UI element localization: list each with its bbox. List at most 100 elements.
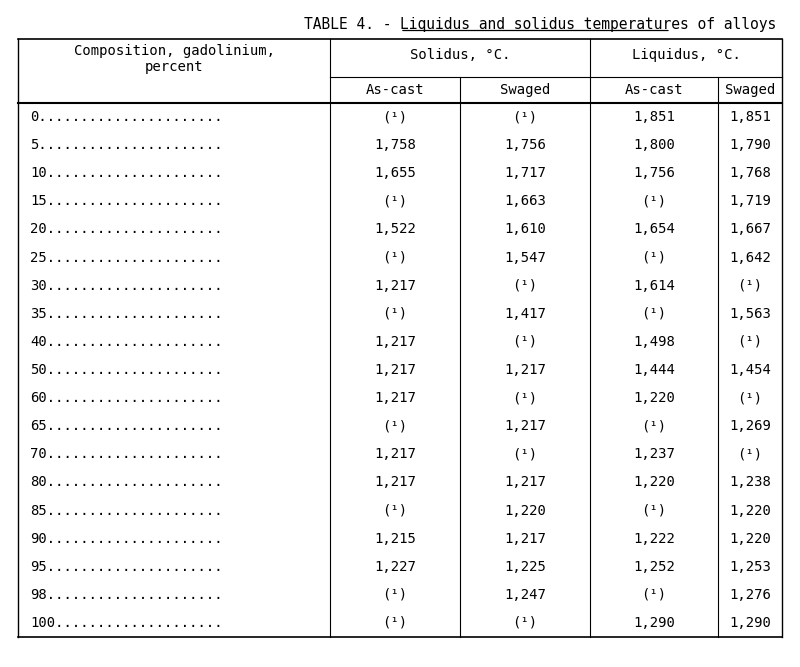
Text: 95.....................: 95..................... — [30, 560, 222, 574]
Text: 1,610: 1,610 — [504, 223, 546, 237]
Text: 1,238: 1,238 — [729, 476, 771, 490]
Text: 1,220: 1,220 — [729, 532, 771, 546]
Text: (¹): (¹) — [642, 420, 666, 433]
Text: (¹): (¹) — [642, 194, 666, 208]
Text: 20.....................: 20..................... — [30, 223, 222, 237]
Text: (¹): (¹) — [738, 335, 762, 349]
Text: 98.....................: 98..................... — [30, 588, 222, 602]
Text: 1,217: 1,217 — [504, 532, 546, 546]
Text: 35.....................: 35..................... — [30, 307, 222, 321]
Text: 60.....................: 60..................... — [30, 391, 222, 405]
Text: 1,654: 1,654 — [633, 223, 675, 237]
Text: 1,667: 1,667 — [729, 223, 771, 237]
Text: 1,851: 1,851 — [633, 110, 675, 124]
Text: 1,276: 1,276 — [729, 588, 771, 602]
Text: Liquidus, °C.: Liquidus, °C. — [631, 48, 741, 62]
Text: 1,717: 1,717 — [504, 166, 546, 180]
Text: (¹): (¹) — [382, 420, 407, 433]
Text: (¹): (¹) — [382, 307, 407, 321]
Text: (¹): (¹) — [642, 307, 666, 321]
Text: 85.....................: 85..................... — [30, 504, 222, 518]
Text: (¹): (¹) — [513, 110, 538, 124]
Text: 1,454: 1,454 — [729, 363, 771, 377]
Text: 1,642: 1,642 — [729, 251, 771, 265]
Text: 50.....................: 50..................... — [30, 363, 222, 377]
Text: 80.....................: 80..................... — [30, 476, 222, 490]
Text: 70.....................: 70..................... — [30, 448, 222, 462]
Text: 1,800: 1,800 — [633, 138, 675, 152]
Text: 1,217: 1,217 — [504, 363, 546, 377]
Text: 1,269: 1,269 — [729, 420, 771, 433]
Text: 1,719: 1,719 — [729, 194, 771, 208]
Text: 90.....................: 90..................... — [30, 532, 222, 546]
Text: 1,851: 1,851 — [729, 110, 771, 124]
Text: 1,756: 1,756 — [504, 138, 546, 152]
Text: 1,217: 1,217 — [374, 335, 416, 349]
Text: 1,522: 1,522 — [374, 223, 416, 237]
Text: (¹): (¹) — [642, 588, 666, 602]
Text: 1,220: 1,220 — [504, 504, 546, 518]
Text: 1,237: 1,237 — [633, 448, 675, 462]
Text: 1,217: 1,217 — [374, 448, 416, 462]
Text: 15.....................: 15..................... — [30, 194, 222, 208]
Text: 1,655: 1,655 — [374, 166, 416, 180]
Text: 10.....................: 10..................... — [30, 166, 222, 180]
Text: 1,614: 1,614 — [633, 279, 675, 293]
Text: 1,768: 1,768 — [729, 166, 771, 180]
Text: (¹): (¹) — [738, 391, 762, 405]
Text: (¹): (¹) — [513, 448, 538, 462]
Text: 1,498: 1,498 — [633, 335, 675, 349]
Text: (¹): (¹) — [382, 616, 407, 630]
Text: Liquidus and solidus temperatures of alloys: Liquidus and solidus temperatures of all… — [400, 17, 776, 32]
Text: 1,217: 1,217 — [374, 476, 416, 490]
Text: 1,253: 1,253 — [729, 560, 771, 574]
Text: (¹): (¹) — [382, 504, 407, 518]
Text: 1,220: 1,220 — [633, 476, 675, 490]
Text: 65.....................: 65..................... — [30, 420, 222, 433]
Text: 1,417: 1,417 — [504, 307, 546, 321]
Text: (¹): (¹) — [513, 335, 538, 349]
Text: (¹): (¹) — [642, 251, 666, 265]
Text: 0......................: 0...................... — [30, 110, 222, 124]
Text: 1,217: 1,217 — [374, 279, 416, 293]
Text: Composition, gadolinium,: Composition, gadolinium, — [74, 44, 274, 58]
Text: As-cast: As-cast — [366, 83, 424, 97]
Text: 1,215: 1,215 — [374, 532, 416, 546]
Text: 40.....................: 40..................... — [30, 335, 222, 349]
Text: 1,225: 1,225 — [504, 560, 546, 574]
Text: 5......................: 5...................... — [30, 138, 222, 152]
Text: 1,220: 1,220 — [633, 391, 675, 405]
Text: (¹): (¹) — [513, 279, 538, 293]
Text: 1,252: 1,252 — [633, 560, 675, 574]
Text: 1,227: 1,227 — [374, 560, 416, 574]
Text: percent: percent — [145, 60, 203, 74]
Text: (¹): (¹) — [382, 251, 407, 265]
Text: (¹): (¹) — [642, 504, 666, 518]
Text: (¹): (¹) — [513, 616, 538, 630]
Text: Solidus, °C.: Solidus, °C. — [410, 48, 510, 62]
Text: 1,217: 1,217 — [374, 391, 416, 405]
Text: (¹): (¹) — [738, 279, 762, 293]
Text: (¹): (¹) — [513, 391, 538, 405]
Text: (¹): (¹) — [382, 110, 407, 124]
Text: 1,758: 1,758 — [374, 138, 416, 152]
Text: 100....................: 100.................... — [30, 616, 222, 630]
Text: 1,247: 1,247 — [504, 588, 546, 602]
Text: 1,790: 1,790 — [729, 138, 771, 152]
Text: 1,217: 1,217 — [504, 476, 546, 490]
Text: Swaged: Swaged — [725, 83, 775, 97]
Text: 25.....................: 25..................... — [30, 251, 222, 265]
Text: 30.....................: 30..................... — [30, 279, 222, 293]
Text: TABLE 4. -: TABLE 4. - — [304, 17, 400, 32]
Text: Swaged: Swaged — [500, 83, 550, 97]
Text: 1,547: 1,547 — [504, 251, 546, 265]
Text: (¹): (¹) — [382, 194, 407, 208]
Text: 1,290: 1,290 — [633, 616, 675, 630]
Text: 1,222: 1,222 — [633, 532, 675, 546]
Text: 1,444: 1,444 — [633, 363, 675, 377]
Text: 1,663: 1,663 — [504, 194, 546, 208]
Text: 1,217: 1,217 — [374, 363, 416, 377]
Text: 1,756: 1,756 — [633, 166, 675, 180]
Text: 1,290: 1,290 — [729, 616, 771, 630]
Text: (¹): (¹) — [738, 448, 762, 462]
